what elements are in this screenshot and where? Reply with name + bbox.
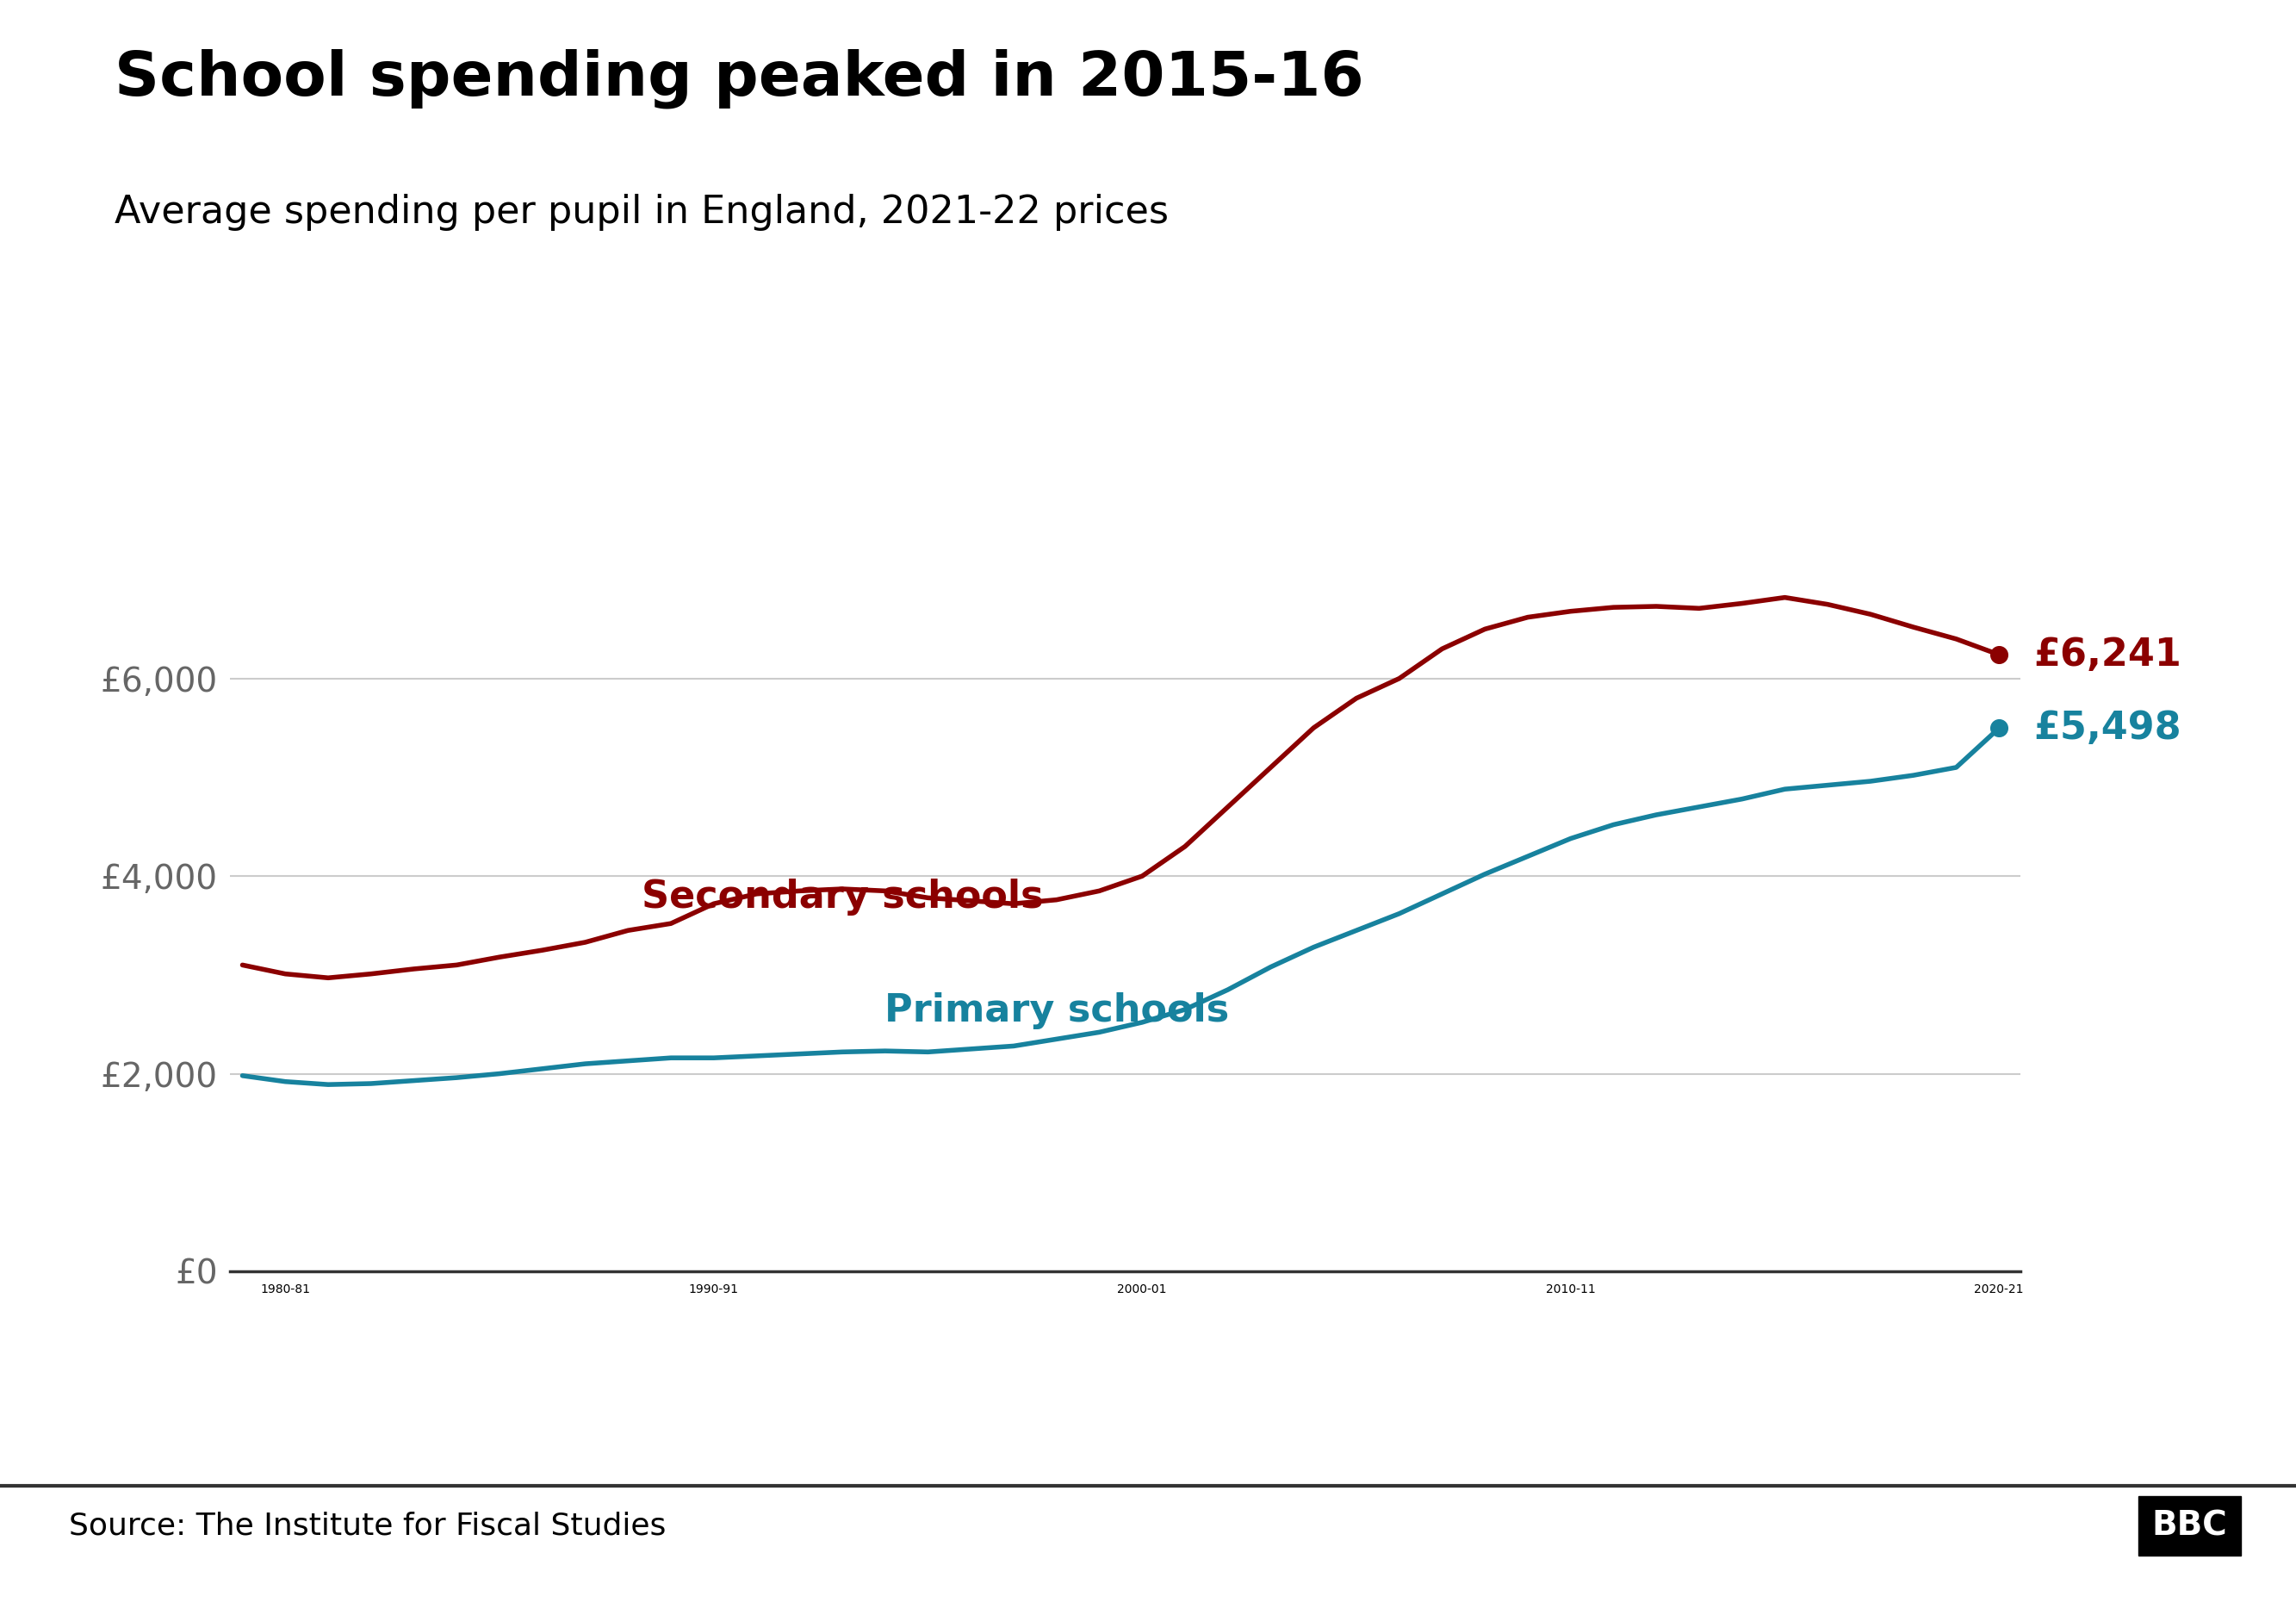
Text: Source: The Institute for Fiscal Studies: Source: The Institute for Fiscal Studies — [69, 1512, 666, 1541]
Text: Primary schools: Primary schools — [884, 992, 1228, 1029]
Text: Average spending per pupil in England, 2021-22 prices: Average spending per pupil in England, 2… — [115, 194, 1169, 231]
Point — [1981, 641, 2018, 667]
Text: £6,241: £6,241 — [2034, 636, 2181, 673]
Text: School spending peaked in 2015-16: School spending peaked in 2015-16 — [115, 48, 1364, 108]
Text: BBC: BBC — [2151, 1510, 2227, 1542]
Text: £5,498: £5,498 — [2034, 709, 2181, 746]
Point — [1981, 715, 2018, 741]
Text: Secondary schools: Secondary schools — [641, 879, 1042, 916]
